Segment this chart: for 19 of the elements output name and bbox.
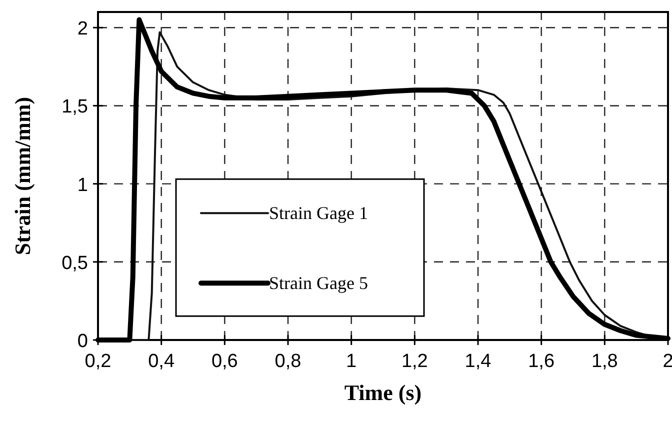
- x-tick-label: 0,2: [84, 351, 112, 372]
- x-tick-label: 1,8: [591, 351, 618, 372]
- x-tick-label: 1,4: [464, 351, 492, 372]
- x-axis-title: Time (s): [344, 380, 422, 405]
- y-tick-label: 1,5: [62, 96, 88, 118]
- legend-label: Strain Gage 1: [269, 203, 368, 224]
- x-tick-label: 2: [662, 351, 672, 372]
- y-tick-label: 0: [77, 331, 88, 352]
- y-tick-label: 2: [77, 18, 88, 40]
- y-tick-label: 0,5: [62, 252, 88, 274]
- legend-label: Strain Gage 5: [269, 273, 368, 294]
- x-tick-label: 1,6: [528, 351, 555, 372]
- x-tick-label: 0,8: [274, 351, 302, 372]
- x-tick-label: 0,4: [148, 351, 175, 372]
- y-axis-title: Strain (mm/mm): [10, 96, 35, 256]
- x-tick-label: 1: [346, 351, 357, 372]
- y-tick-label: 1: [77, 174, 88, 196]
- x-tick-label: 0,6: [211, 351, 238, 372]
- x-tick-label: 1,2: [401, 351, 428, 372]
